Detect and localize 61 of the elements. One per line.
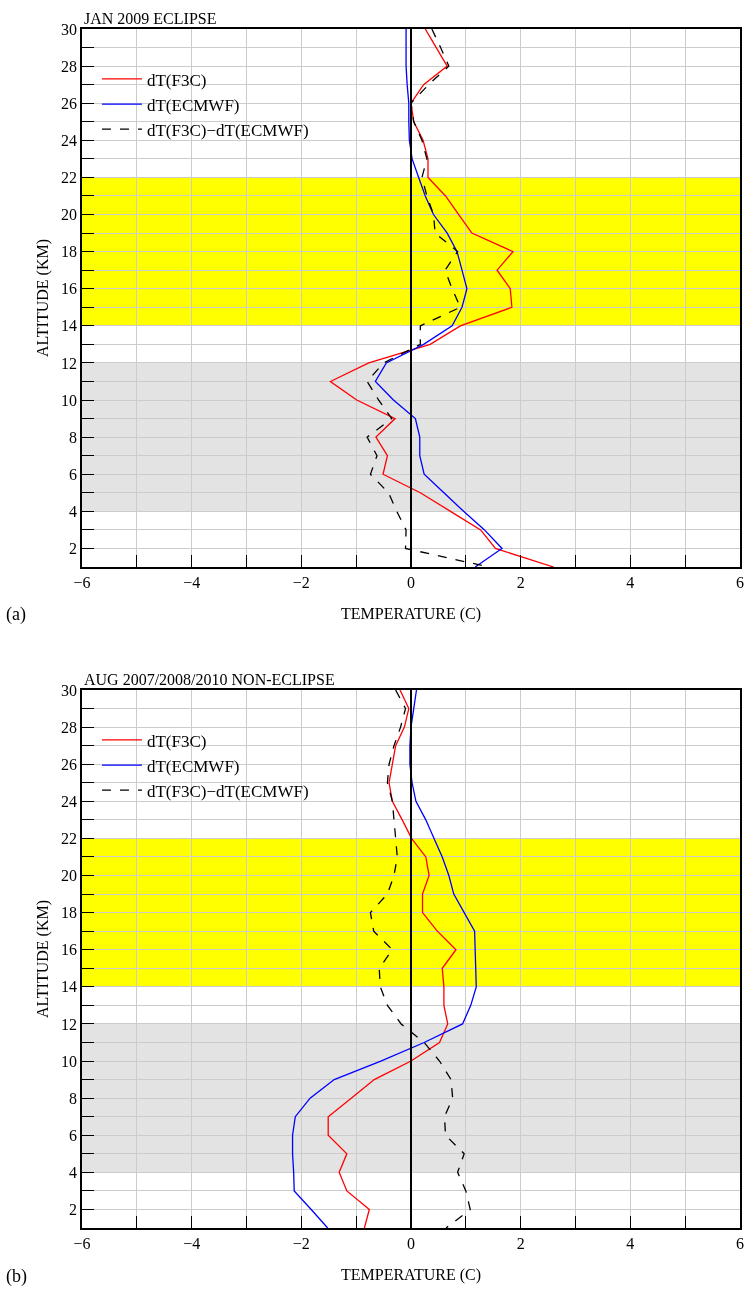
y-tick-label: 6 [69,465,78,483]
y-tick-label: 26 [61,755,78,773]
y-tick-label: 14 [61,978,78,996]
x-tick-label: −2 [292,1234,310,1252]
x-axis-title: TEMPERATURE (C) [341,605,481,624]
y-tick-label: 16 [61,941,78,959]
x-tick-label: −6 [73,573,91,591]
x-tick-label: 4 [626,573,635,591]
x-tick-label: 2 [516,573,525,591]
x-axis-title: TEMPERATURE (C) [341,1266,481,1285]
line-series [374,29,503,567]
y-tick-label: 4 [69,502,78,520]
y-tick-label: 2 [69,1201,78,1219]
line-series [329,29,555,567]
x-tick-label: 6 [736,1234,744,1252]
x-tick-label: 0 [407,1234,415,1252]
y-tick-label: 12 [61,354,78,372]
y-tick-label: 10 [61,391,78,409]
y-tick-label: 6 [69,1126,78,1144]
y-tick-label: 22 [61,830,78,848]
x-tick-label: −4 [183,573,201,591]
legend-label: dT(F3C) [146,70,207,90]
y-tick-label: 30 [61,20,78,38]
y-tick-label: 14 [61,317,78,335]
y-tick-label: 4 [69,1163,78,1181]
chart-title: AUG 2007/2008/2010 NON-ECLIPSE [84,671,335,688]
y-tick-label: 18 [61,243,78,261]
y-tick-label: 20 [61,867,78,885]
y-tick-label: 24 [61,131,78,149]
legend-label: dT(F3C) [146,731,207,751]
x-tick-label: −6 [73,1234,91,1252]
x-tick-label: −4 [183,1234,201,1252]
y-tick-label: 30 [61,681,78,699]
legend-label: dT(F3C)−dT(ECMWF) [146,781,309,801]
x-tick-label: 0 [407,573,415,591]
y-tick-label: 24 [61,792,78,810]
chart-title: JAN 2009 ECLIPSE [84,10,217,27]
y-tick-label: 12 [61,1015,78,1033]
legend-label: dT(F3C)−dT(ECMWF) [146,120,309,140]
y-axis-title: ALTITUDE (KM) [34,899,53,1019]
legend-label: dT(ECMWF) [146,95,240,115]
x-tick-label: −2 [292,573,310,591]
y-tick-label: 28 [61,57,78,75]
x-tick-label: 6 [736,573,744,591]
y-tick-label: 28 [61,718,78,736]
y-tick-label: 8 [69,1089,78,1107]
y-tick-label: 16 [61,280,78,298]
legend-label: dT(ECMWF) [146,756,240,776]
y-axis-title: ALTITUDE (KM) [34,238,53,358]
x-tick-label: 4 [626,1234,635,1252]
y-tick-label: 8 [69,428,78,446]
y-tick-label: 2 [69,540,78,558]
text: (b) [6,1266,27,1287]
y-tick-label: 22 [61,169,78,187]
y-tick-label: 20 [61,206,78,224]
text: (a) [6,604,26,625]
y-tick-label: 10 [61,1052,78,1070]
y-tick-label: 26 [61,94,78,112]
x-tick-label: 2 [516,1234,525,1252]
y-tick-label: 18 [61,904,78,922]
line-series [327,690,457,1228]
